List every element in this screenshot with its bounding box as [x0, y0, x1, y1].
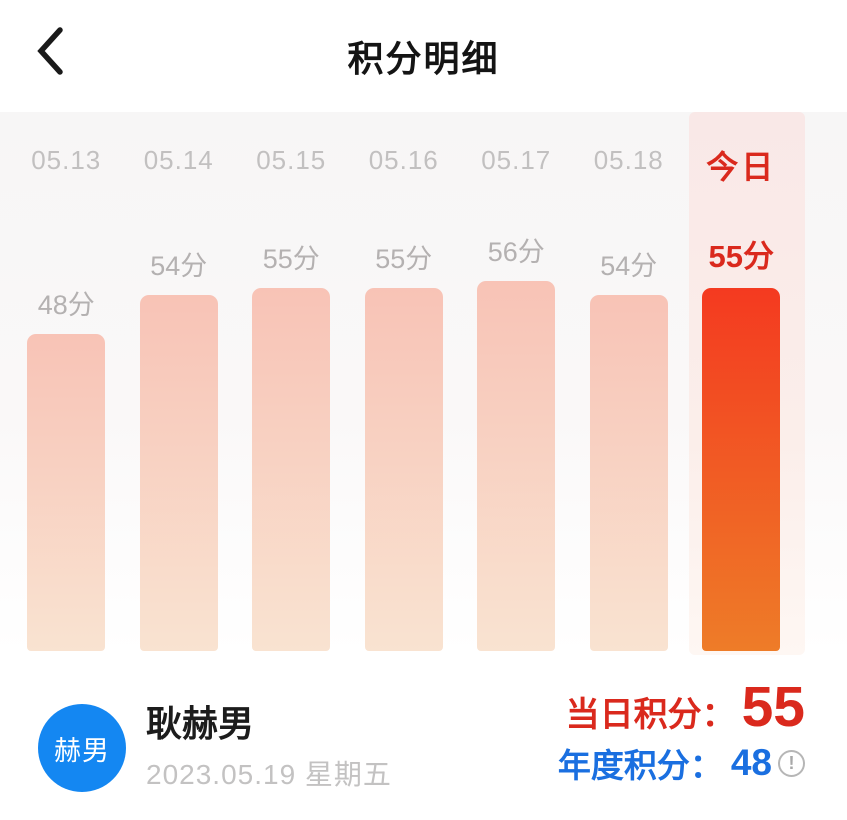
chart-date-label: 05.16: [368, 145, 439, 175]
chart-columns: 05.13 48分 05.14 54分 05.15 55分 05.16 55分 05.17 56分…: [0, 112, 847, 655]
chart-value-label: 56分: [487, 237, 545, 267]
chart-value-label: 48分: [37, 290, 95, 320]
chart-column[interactable]: 05.18 54分: [573, 112, 686, 655]
chart-column-today[interactable]: 今日 55分: [685, 112, 798, 655]
points-bar-chart: 05.13 48分 05.14 54分 05.15 55分 05.16 55分 05.17 56分…: [0, 112, 847, 655]
chart-date-label: 05.15: [256, 145, 327, 175]
chart-bar[interactable]: [27, 334, 106, 651]
summary-footer: 赫男 耿赫男 2023.05.19 星期五 当日积分： 55 年度积分： 48 …: [0, 655, 847, 820]
chevron-left-icon: [37, 27, 63, 75]
avatar[interactable]: 赫男: [38, 704, 126, 792]
daily-score-line: 当日积分： 55: [558, 677, 805, 737]
chart-bar[interactable]: [139, 295, 218, 651]
user-card: 赫男 耿赫男 2023.05.19 星期五: [38, 703, 392, 793]
chart-date-label: 05.17: [481, 145, 552, 175]
annual-score-line: 年度积分： 48 !: [558, 739, 805, 787]
chart-date-label: 今日: [706, 149, 777, 185]
chart-bar[interactable]: [364, 288, 443, 651]
user-text: 耿赫男 2023.05.19 星期五: [146, 703, 392, 793]
chart-bar[interactable]: [589, 295, 668, 651]
header: 积分明细: [0, 0, 847, 112]
annual-score-value: 48: [730, 742, 772, 783]
info-icon[interactable]: !: [778, 749, 805, 777]
chart-value-label: 55分: [375, 244, 433, 274]
chart-column[interactable]: 05.14 54分: [123, 112, 236, 655]
daily-score-value: 55: [741, 675, 805, 739]
annual-score-label: 年度积分：: [557, 747, 723, 784]
chart-value-label: 55分: [262, 244, 320, 274]
chart-column[interactable]: 05.13 48分: [10, 112, 123, 655]
chart-date-label: 05.14: [143, 145, 214, 175]
chart-bar[interactable]: [252, 288, 331, 651]
page-title: 积分明细: [347, 38, 500, 79]
chart-date-label: 05.13: [31, 145, 102, 175]
chart-value-label: 54分: [600, 251, 658, 281]
chart-bar[interactable]: [477, 281, 556, 651]
current-date-label: 2023.05.19 星期五: [146, 759, 392, 790]
chart-date-label: 05.18: [593, 145, 664, 175]
avatar-initials: 赫男: [54, 735, 110, 766]
user-name: 耿赫男: [146, 703, 255, 744]
score-summary: 当日积分： 55 年度积分： 48 !: [558, 677, 805, 787]
chart-value-label: 55分: [708, 239, 774, 274]
chart-column[interactable]: 05.15 55分: [235, 112, 348, 655]
daily-score-label: 当日积分：: [565, 696, 736, 734]
chart-column[interactable]: 05.17 56分: [460, 112, 573, 655]
chart-value-label: 54分: [150, 251, 208, 281]
chart-bar-today[interactable]: [702, 288, 781, 651]
back-button[interactable]: [26, 20, 74, 82]
chart-column[interactable]: 05.16 55分: [348, 112, 461, 655]
